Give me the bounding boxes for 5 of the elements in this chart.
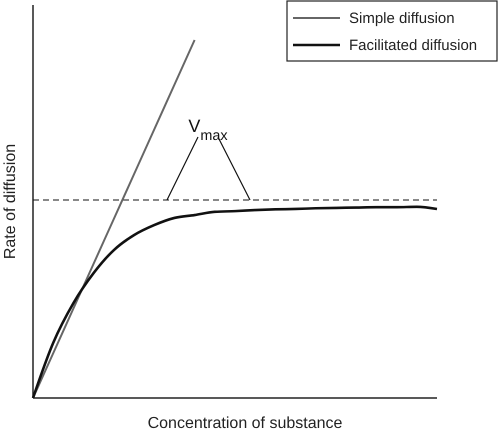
x-axis-title: Concentration of substance bbox=[148, 415, 342, 432]
y-axis-title: Rate of diffusion bbox=[2, 144, 19, 260]
ref-line-label: V$_{max}$ bbox=[188, 116, 228, 144]
legend-label: Facilitated diffusion bbox=[349, 37, 478, 54]
legend-label: Simple diffusion bbox=[349, 10, 455, 27]
